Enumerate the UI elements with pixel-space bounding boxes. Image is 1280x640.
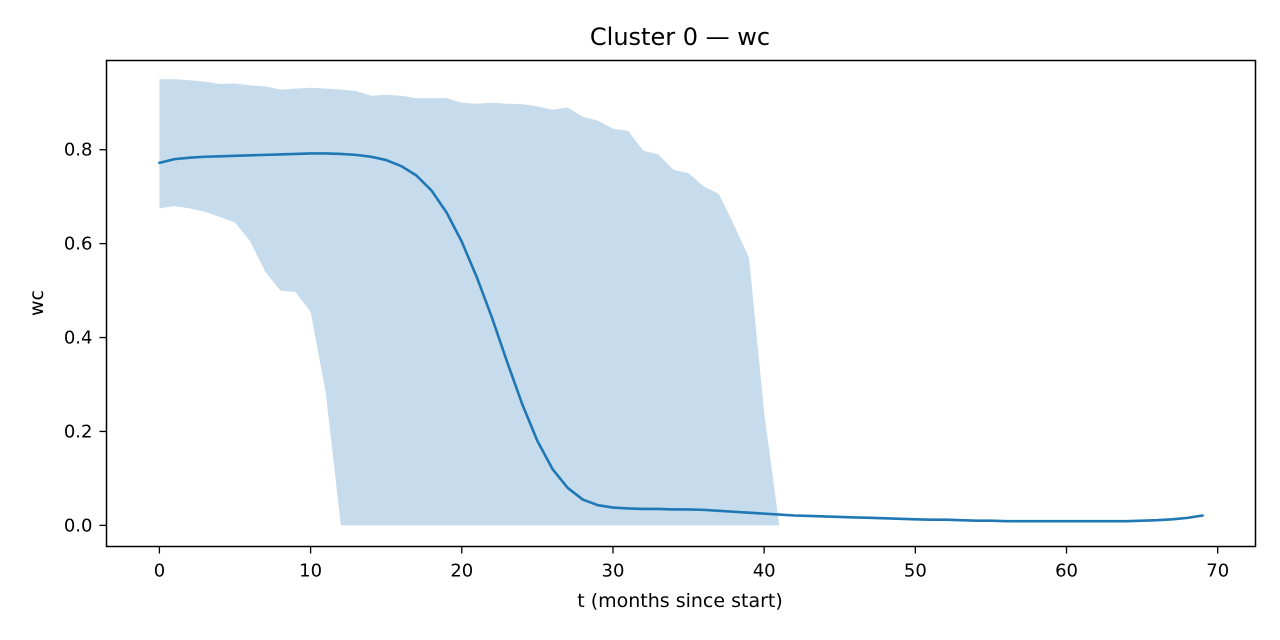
y-tick-label: 0.4: [64, 328, 93, 349]
confidence-band: [159, 79, 780, 526]
x-tick-label: 40: [753, 561, 776, 582]
y-tick-label: 0.2: [64, 421, 93, 442]
plot-frame: [105, 59, 1257, 548]
series-line: [158, 152, 1204, 523]
x-tick-label: 10: [299, 561, 322, 582]
x-tick-label: 20: [450, 561, 473, 582]
y-tick-label: 0.6: [64, 234, 93, 255]
y-tick-label: 0.8: [64, 140, 93, 161]
x-tick-label: 50: [904, 561, 927, 582]
x-axis-label: t (months since start): [577, 590, 783, 612]
band-layer: [159, 79, 780, 526]
x-tick-label: 30: [602, 561, 625, 582]
line-layer: [158, 152, 1204, 523]
y-axis-ticks: 0.0 0.2 0.4 0.6 0.8: [64, 140, 107, 536]
x-axis-ticks: 0 10 20 30 40 50 60 70: [154, 546, 1229, 582]
x-tick-label: 70: [1206, 561, 1229, 582]
y-axis-label: wc: [26, 290, 48, 316]
x-tick-label: 0: [154, 561, 165, 582]
chart-title: Cluster 0 — wc: [590, 23, 770, 51]
y-tick-label: 0.0: [64, 515, 93, 536]
x-tick-label: 60: [1055, 561, 1078, 582]
